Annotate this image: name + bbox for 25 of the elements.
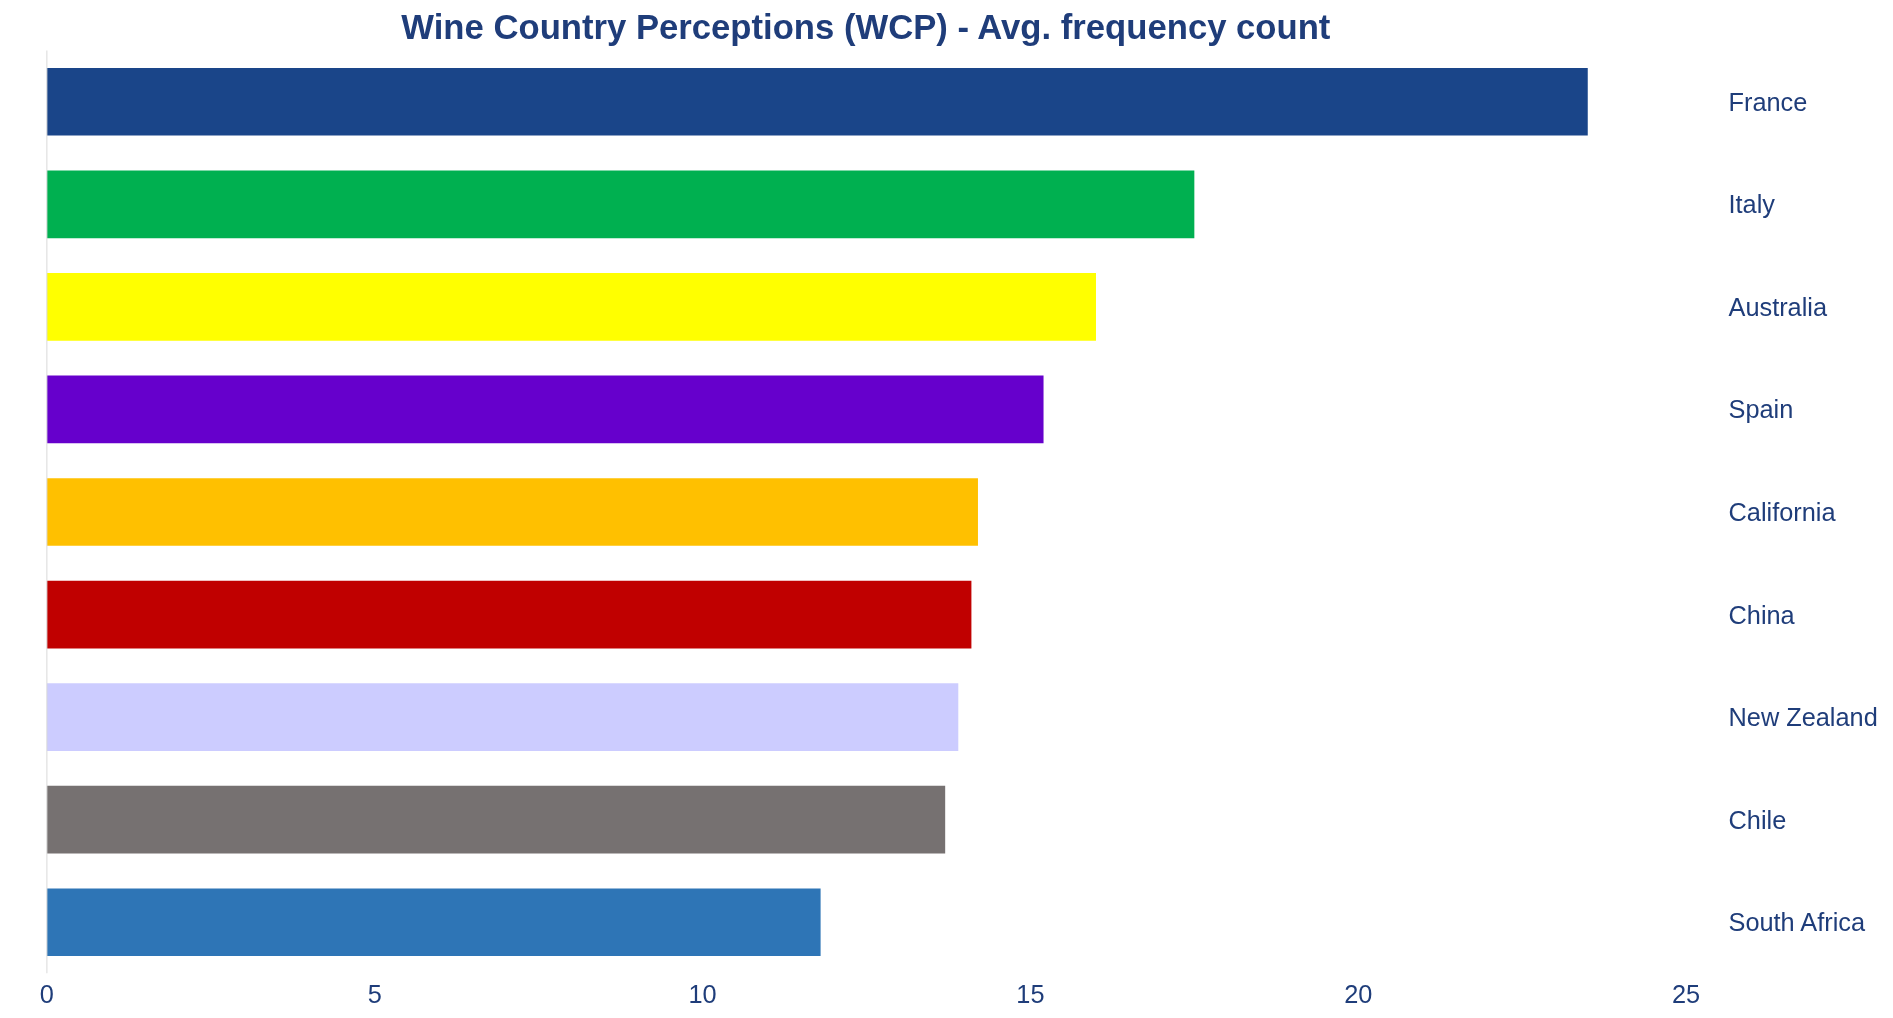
bar [46,785,946,854]
y-tick-label: France [1728,87,1808,116]
x-tick-label: 0 [39,979,54,1008]
bar [46,273,1096,341]
bar [46,375,1044,444]
y-tick-label: New Zealand [1728,703,1878,732]
y-tick-label: South Africa [1728,908,1866,937]
y-tick-label: Italy [1728,190,1776,219]
y-tick-label: Australia [1728,292,1828,321]
x-tick-label: 5 [367,979,382,1008]
x-tick-label: 25 [1672,979,1701,1008]
y-tick-label: China [1728,600,1796,629]
bar [46,67,1588,136]
chart-title: Wine Country Perceptions (WCP) - Avg. frequency count [401,7,1331,46]
x-tick-label: 10 [688,979,717,1008]
x-tick-label: 20 [1344,979,1373,1008]
y-tick-label: Chile [1728,805,1787,834]
bar [46,478,978,546]
bar [46,580,972,649]
bar [46,683,959,751]
bar [46,170,1195,239]
y-tick-label: Spain [1728,395,1794,424]
bar [46,888,821,957]
x-tick-label: 15 [1016,979,1045,1008]
y-tick-label: California [1728,498,1837,526]
